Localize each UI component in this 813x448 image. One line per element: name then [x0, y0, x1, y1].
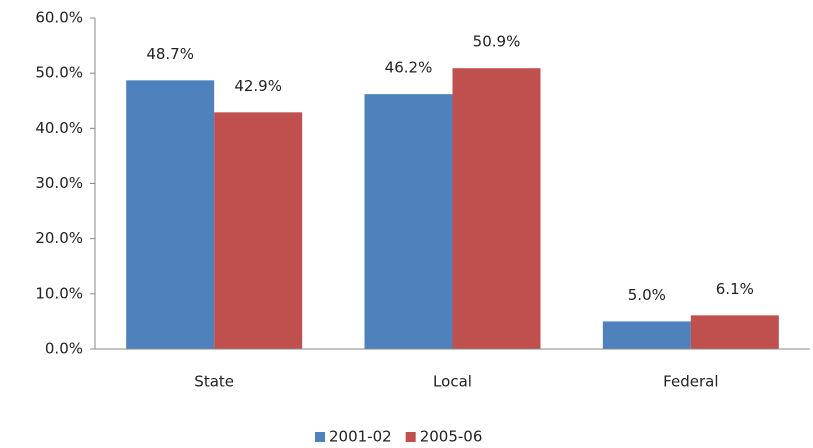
y-tick-label: 0.0% [45, 340, 83, 358]
legend-label: 2001-02 [329, 428, 392, 446]
bar [364, 94, 453, 349]
y-tick-label: 60.0% [35, 9, 83, 27]
data-label: 5.0% [628, 286, 666, 304]
y-tick-label: 30.0% [35, 174, 83, 192]
data-label: 42.9% [234, 77, 282, 95]
bar [214, 112, 303, 350]
bar [602, 321, 691, 349]
legend-swatch [405, 432, 416, 442]
bar [126, 80, 215, 350]
data-label: 48.7% [146, 45, 194, 63]
x-tick-label: Local [433, 373, 472, 391]
x-tick-label: State [194, 373, 234, 391]
data-label: 50.9% [473, 33, 521, 51]
x-tick-label: Federal [663, 373, 718, 391]
legend-label: 2005-06 [420, 428, 483, 446]
data-label: 46.2% [385, 59, 433, 77]
bar [452, 68, 541, 350]
bar [690, 315, 779, 349]
y-tick-label: 20.0% [35, 229, 83, 247]
y-tick-label: 40.0% [35, 119, 83, 137]
y-tick-label: 50.0% [35, 64, 83, 82]
legend-swatch [315, 432, 325, 442]
y-tick-label: 10.0% [35, 284, 83, 302]
data-label: 6.1% [716, 280, 754, 298]
